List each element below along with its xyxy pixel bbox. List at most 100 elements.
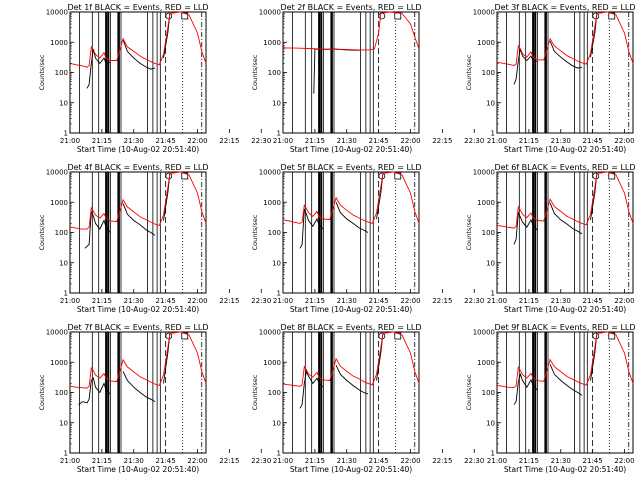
y-tick-label: 10 (272, 259, 281, 267)
x-tick-label: 22:15 (219, 137, 239, 145)
plot-frame (282, 171, 420, 294)
plot-frame (69, 171, 207, 294)
y-tick-label: 100 (268, 69, 281, 77)
y-tick-label: 1000 (263, 199, 281, 207)
x-tick-label: 21:00 (273, 137, 293, 145)
x-tick-label: 21:30 (124, 137, 144, 145)
x-tick-label: 21:15 (519, 457, 539, 465)
x-tick-label: 21:45 (156, 457, 176, 465)
x-tick-label: 22:30 (251, 137, 271, 145)
x-tick-label: 21:00 (273, 297, 293, 305)
y-tick-label: 10000 (46, 9, 68, 17)
y-tick-label: 1 (64, 450, 68, 458)
x-tick-label: 22:00 (187, 137, 207, 145)
x-tick-label: 21:30 (337, 137, 357, 145)
x-tick-label: 21:00 (60, 457, 80, 465)
y-tick-label: 10000 (46, 169, 68, 177)
y-tick-label: 1 (64, 290, 68, 298)
x-tick-label: 21:30 (124, 457, 144, 465)
y-axis-label: Counts/sec (38, 54, 46, 90)
x-tick-label: 22:00 (187, 297, 207, 305)
y-tick-label: 1000 (477, 359, 495, 367)
x-axis-label: Start Time (10-Aug-02 20:51:40) (504, 145, 626, 154)
x-tick-label: 21:45 (369, 137, 389, 145)
y-tick-label: 1 (491, 450, 495, 458)
x-tick-label: 22:15 (432, 137, 452, 145)
x-tick-label: 22:15 (432, 457, 452, 465)
x-tick-label: 22:00 (614, 297, 634, 305)
y-tick-label: 1 (491, 290, 495, 298)
y-tick-label: 100 (482, 389, 495, 397)
y-tick-label: 100 (268, 229, 281, 237)
plot-frame (496, 11, 634, 134)
x-axis-label: Start Time (10-Aug-02 20:51:40) (504, 305, 626, 314)
x-tick-label: 22:15 (219, 297, 239, 305)
x-axis-label: Start Time (10-Aug-02 20:51:40) (290, 305, 412, 314)
x-tick-label: 21:00 (60, 297, 80, 305)
y-tick-label: 10000 (473, 9, 495, 17)
lld-series-line (496, 331, 634, 389)
x-tick-label: 22:15 (432, 297, 452, 305)
x-tick-label: 21:00 (273, 457, 293, 465)
y-tick-label: 1 (277, 130, 281, 138)
x-tick-label: 21:45 (583, 137, 603, 145)
x-tick-label: 22:00 (400, 457, 420, 465)
x-tick-label: 21:45 (369, 297, 389, 305)
y-tick-label: 1000 (50, 39, 68, 47)
y-tick-label: 10 (59, 259, 68, 267)
detector-panel-4: Det 4f BLACK = Events, RED = LLD 21:00 21:… (38, 163, 271, 314)
x-tick-label: 22:00 (187, 457, 207, 465)
circle-marker (378, 12, 386, 20)
x-axis-label: Start Time (10-Aug-02 20:51:40) (77, 465, 199, 474)
x-tick-label: 21:15 (519, 297, 539, 305)
y-tick-label: 1 (64, 130, 68, 138)
y-tick-label: 10000 (259, 9, 281, 17)
x-tick-label: 21:30 (124, 297, 144, 305)
square-marker (394, 12, 402, 20)
y-axis-label: Counts/sec (251, 54, 259, 90)
x-tick-label: 22:00 (400, 137, 420, 145)
y-tick-label: 10 (59, 99, 68, 107)
x-tick-label: 21:00 (487, 457, 507, 465)
lld-series-line (282, 171, 420, 224)
plot-frame (496, 171, 634, 294)
panel-title: Det 7f BLACK = Events, RED = LLD (67, 323, 208, 332)
y-tick-label: 1000 (50, 359, 68, 367)
y-tick-label: 1000 (263, 39, 281, 47)
x-tick-label: 21:00 (60, 137, 80, 145)
lld-series-line (69, 171, 207, 230)
x-tick-label: 21:00 (487, 297, 507, 305)
y-axis-label: Counts/sec (251, 374, 259, 410)
x-tick-label: 22:30 (464, 457, 484, 465)
x-tick-label: 21:45 (156, 297, 176, 305)
panel-title: Det 9f BLACK = Events, RED = LLD (494, 323, 635, 332)
y-tick-label: 10000 (473, 329, 495, 337)
x-tick-label: 22:00 (614, 137, 634, 145)
x-axis-label: Start Time (10-Aug-02 20:51:40) (504, 465, 626, 474)
panel-title: Det 8f BLACK = Events, RED = LLD (280, 323, 421, 332)
detector-panel-9: Det 9f BLACK = Events, RED = LLD 21:00 21:… (465, 323, 636, 474)
x-tick-label: 22:00 (400, 297, 420, 305)
y-tick-label: 100 (482, 69, 495, 77)
y-tick-label: 1000 (263, 359, 281, 367)
x-axis-label: Start Time (10-Aug-02 20:51:40) (77, 145, 199, 154)
x-tick-label: 22:30 (464, 297, 484, 305)
y-tick-label: 1 (491, 130, 495, 138)
panel-title: Det 4f BLACK = Events, RED = LLD (67, 163, 208, 172)
x-tick-label: 21:30 (551, 137, 571, 145)
lld-series-line (496, 171, 634, 229)
x-tick-label: 21:45 (156, 137, 176, 145)
y-tick-label: 100 (55, 389, 68, 397)
y-tick-label: 10000 (46, 329, 68, 337)
x-tick-label: 21:15 (305, 137, 325, 145)
x-axis-label: Start Time (10-Aug-02 20:51:40) (77, 305, 199, 314)
detector-panel-1: Det 1f BLACK = Events, RED = LLD 21:00 21:… (38, 3, 271, 154)
x-tick-label: 21:30 (337, 457, 357, 465)
y-axis-label: Counts/sec (38, 374, 46, 410)
x-tick-label: 21:15 (519, 137, 539, 145)
y-tick-label: 10 (272, 99, 281, 107)
y-axis-label: Counts/sec (465, 214, 473, 250)
detector-panel-5: Det 5f BLACK = Events, RED = LLD 21:00 21:… (251, 163, 484, 314)
plot-frame (69, 331, 207, 454)
panel-title: Det 1f BLACK = Events, RED = LLD (67, 3, 208, 12)
